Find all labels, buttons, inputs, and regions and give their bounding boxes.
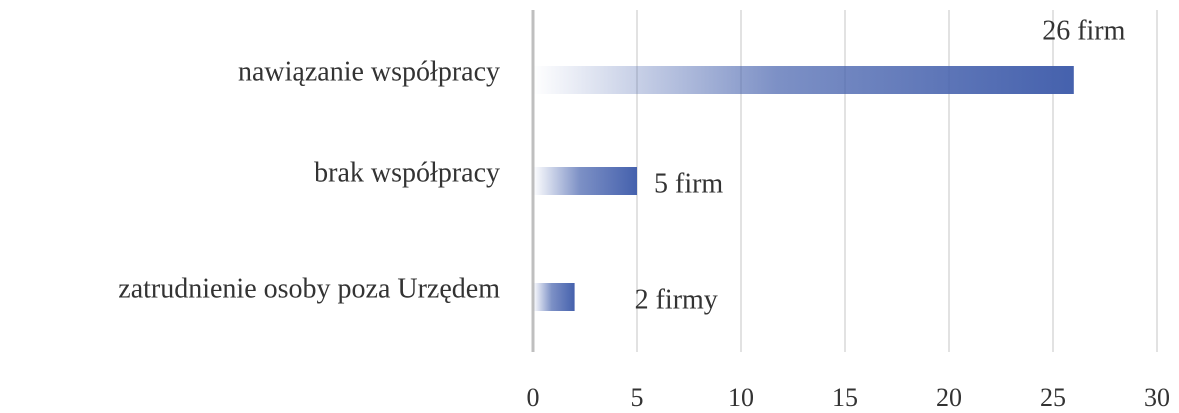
x-tick-label: 25 bbox=[1040, 383, 1066, 412]
bar bbox=[533, 66, 1074, 94]
y-tick-label: brak współpracy bbox=[314, 157, 500, 188]
x-tick-label: 5 bbox=[631, 383, 644, 412]
data-label: 2 firmy bbox=[635, 284, 718, 315]
y-tick-label: nawiązanie współpracy bbox=[238, 56, 500, 87]
data-label: 26 firm bbox=[1042, 15, 1125, 46]
bar bbox=[533, 167, 637, 195]
y-tick-label: zatrudnienie osoby poza Urzędem bbox=[118, 273, 500, 304]
x-tick-label: 15 bbox=[832, 383, 858, 412]
data-label: 5 firm bbox=[654, 168, 723, 199]
x-tick-label: 20 bbox=[936, 383, 962, 412]
x-tick-label: 30 bbox=[1144, 383, 1170, 412]
x-tick-label: 0 bbox=[527, 383, 540, 412]
bar bbox=[533, 283, 575, 311]
x-tick-label: 10 bbox=[728, 383, 754, 412]
